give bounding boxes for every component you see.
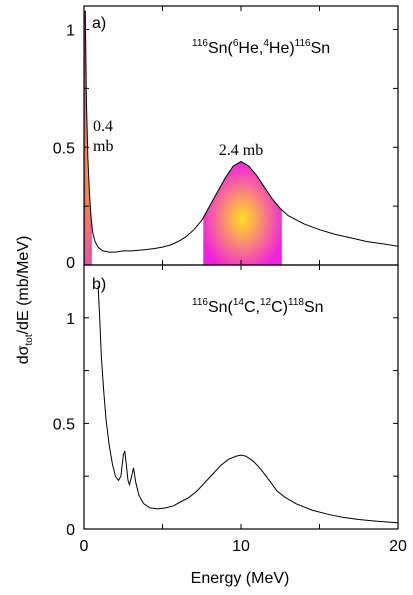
panel-a-reaction: 116Sn(6He,4He)116Sn [192, 38, 330, 57]
y-tick-label: 0.5 [53, 140, 75, 157]
x-axis-label: Energy (MeV) [191, 570, 290, 587]
panel-b: 0 10 20 0 0.5 1 b) 116Sn(14C,12C)118Sn Energy… [53, 264, 407, 587]
y-tick-label: 0.5 [53, 416, 75, 433]
region-label-low-line1: 0.4 [93, 118, 113, 135]
y-tick-label: 1 [66, 23, 75, 40]
shaded-region-1 [84, 10, 92, 265]
x-tick-label: 10 [232, 538, 250, 555]
panel-a-ticks: 00.51 [53, 6, 399, 272]
y-tick-label: 0 [66, 522, 75, 539]
panel-a-label: a) [92, 15, 106, 32]
panel-b-label: b) [92, 276, 106, 293]
y-tick-label: 0 [66, 255, 75, 272]
region-label-low-line2: mb [93, 138, 113, 155]
x-tick-label: 20 [389, 538, 407, 555]
panel-b-ticks: 0 10 20 0 0.5 1 [53, 264, 407, 555]
panel-a-curve [84, 10, 398, 253]
panel-b-curve [97, 286, 399, 524]
y-tick-label: 1 [66, 311, 75, 328]
region-label-high: 2.4 mb [219, 142, 263, 159]
panel-a: 00.51 a) 116Sn(6He,4He)116Sn 0.4 mb 2.4 … [53, 5, 399, 272]
x-tick-label: 0 [80, 538, 89, 555]
y-axis-label: dσtot/dE (mb/MeV) [15, 236, 35, 365]
panel-b-reaction: 116Sn(14C,12C)118Sn [192, 297, 324, 316]
shaded-region-2 [203, 161, 282, 265]
